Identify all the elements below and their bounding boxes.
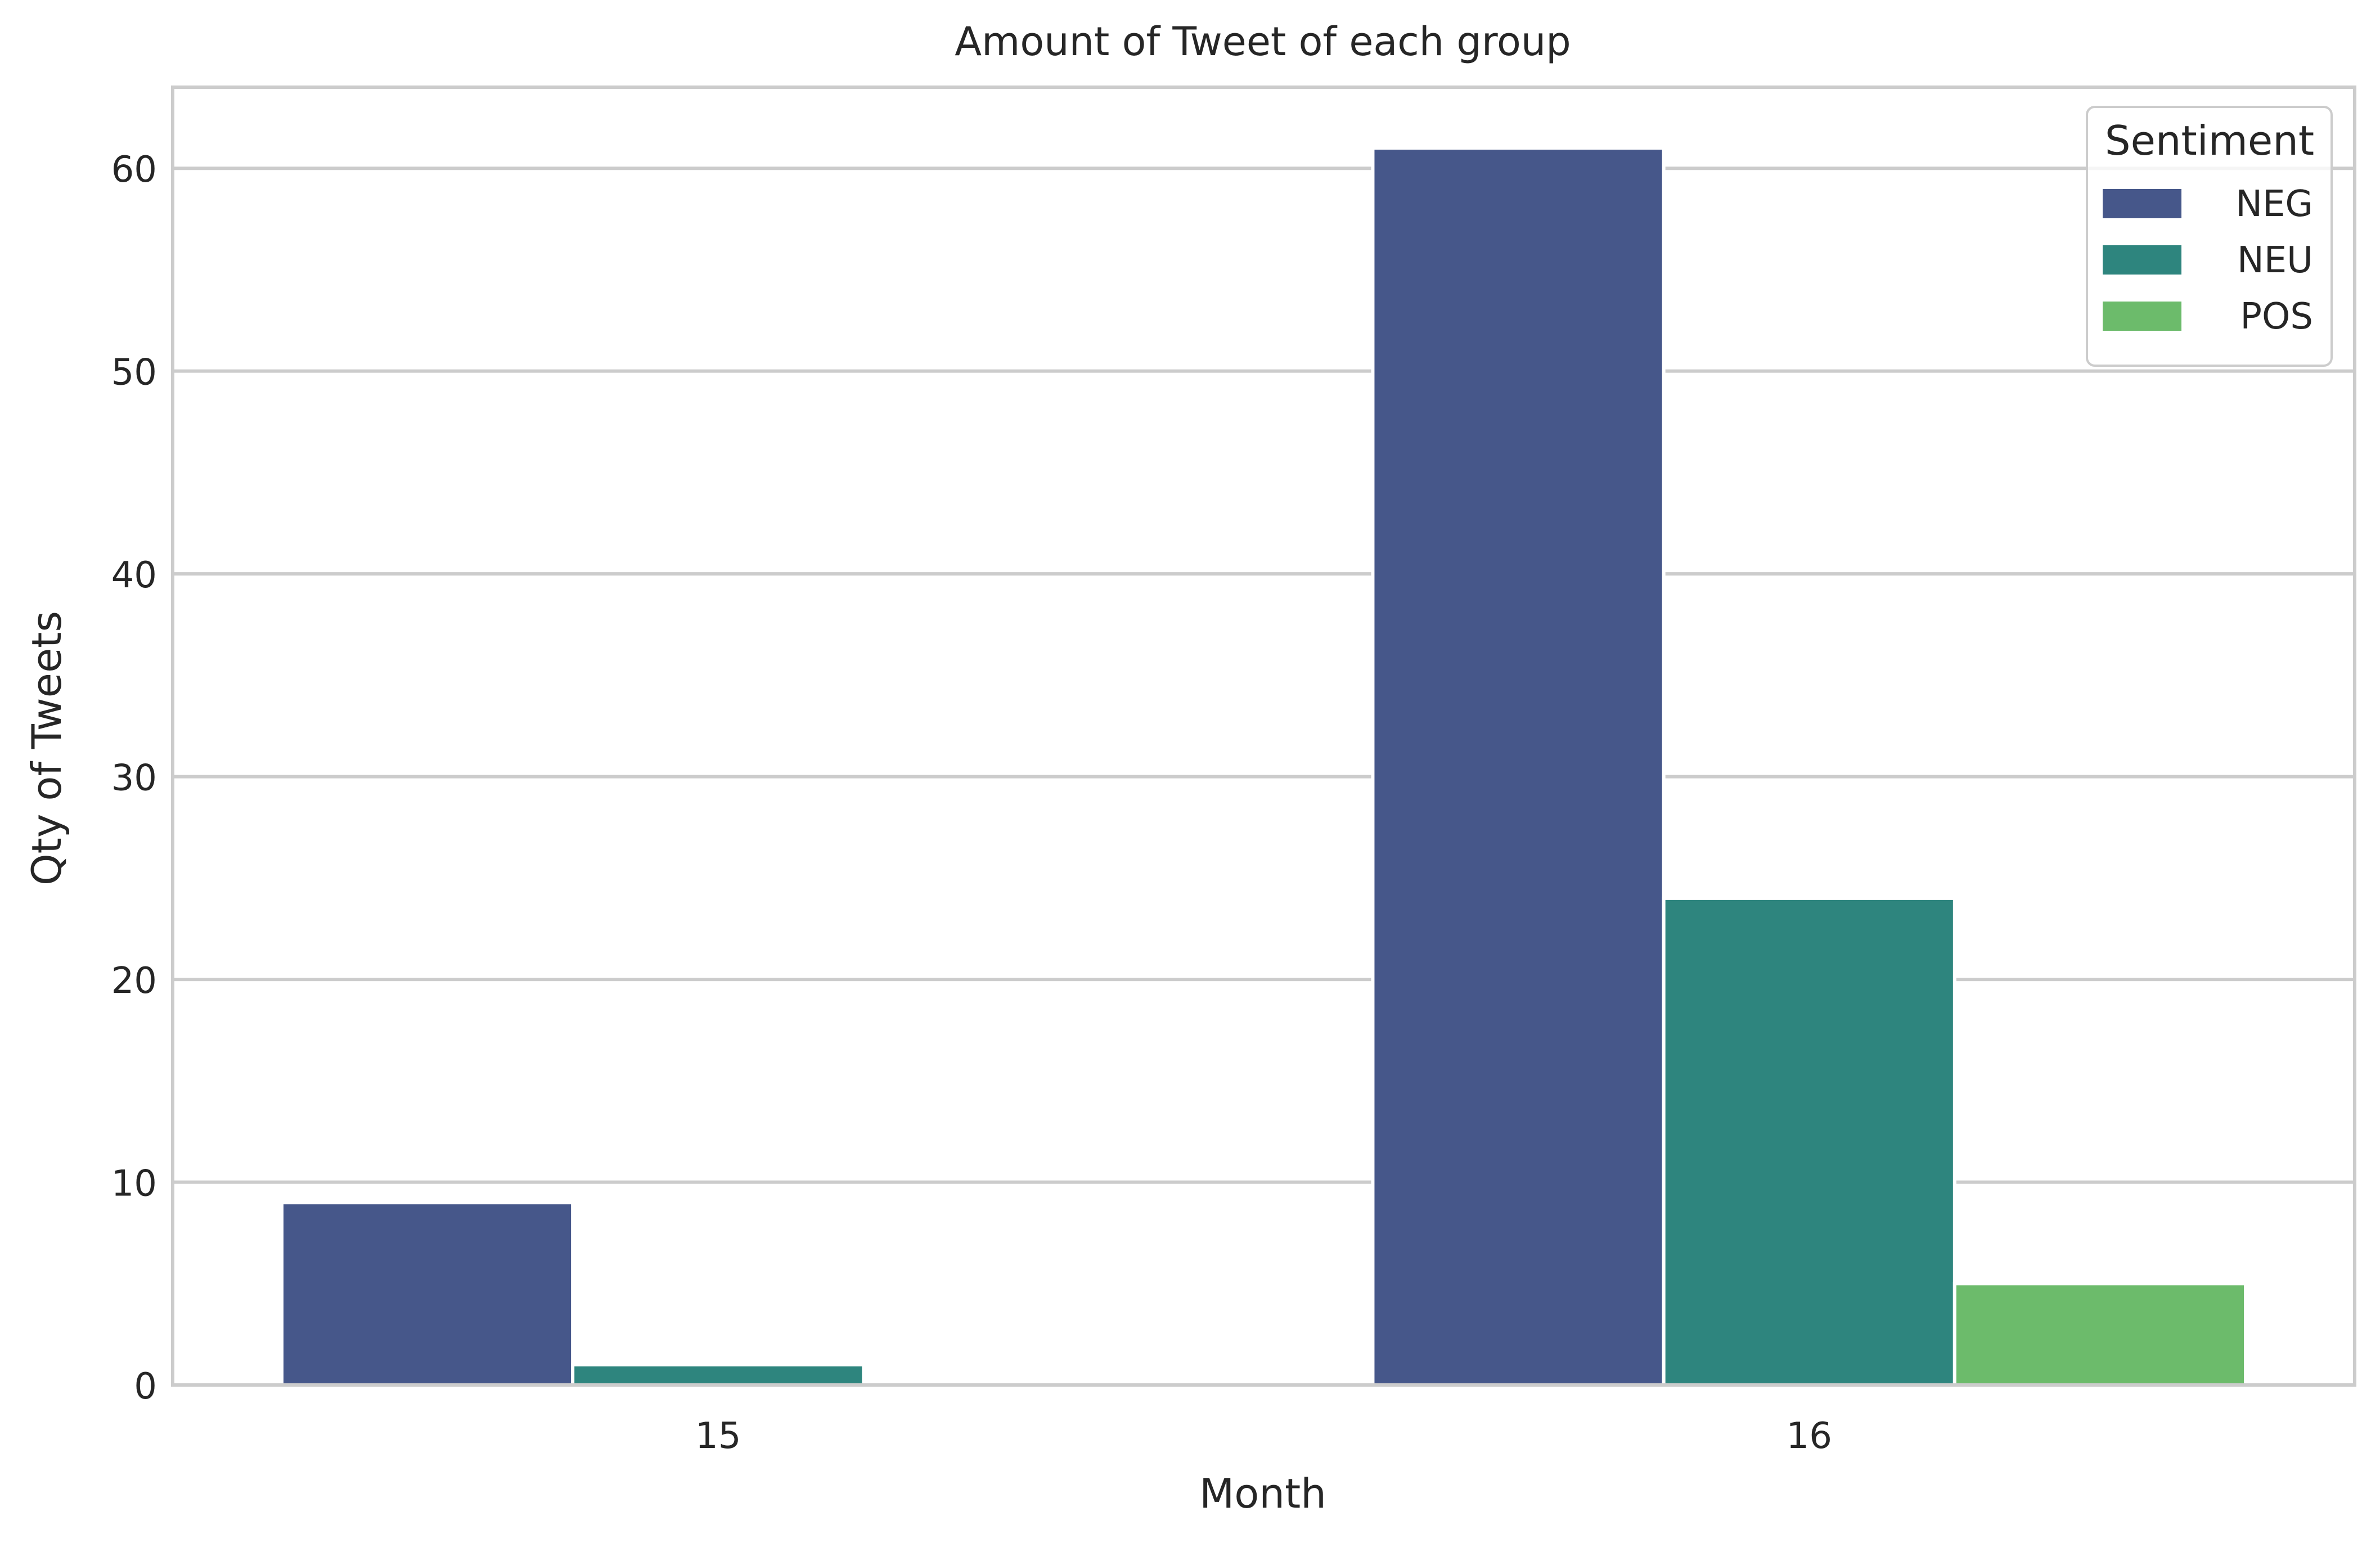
chart-title: Amount of Tweet of each group (955, 19, 1571, 65)
x-tick-label: 15 (695, 1415, 741, 1457)
legend-items: NEG NEU POS (2103, 183, 2313, 338)
legend-box (2086, 106, 2333, 367)
legend-swatch-neu (2103, 245, 2181, 275)
bar-pos-16 (1952, 1281, 2248, 1387)
y-tick-label: 30 (111, 758, 157, 799)
bar-neg-16 (1371, 146, 1666, 1387)
y-tick-label: 50 (111, 352, 157, 394)
y-axis-label: Qty of Tweets (23, 611, 70, 885)
bar-neg-15 (280, 1200, 575, 1387)
y-tick-label: 20 (111, 960, 157, 1002)
x-tick-label: 16 (1787, 1415, 1832, 1457)
legend-title: Sentiment (2105, 117, 2314, 164)
legend-label-pos: POS (2240, 296, 2313, 338)
legend-label-neg: NEG (2235, 183, 2313, 225)
legend-label-neu: NEU (2237, 240, 2313, 281)
y-tick-label: 10 (111, 1163, 157, 1205)
x-axis-label: Month (1199, 1470, 1326, 1517)
y-tick-labels: 0 10 20 30 40 50 60 (111, 149, 157, 1407)
x-tick-labels: 15 16 (695, 1415, 1832, 1457)
y-tick-label: 60 (111, 149, 157, 191)
y-tick-label: 0 (134, 1366, 157, 1407)
bar-neu-15 (571, 1362, 866, 1387)
y-tick-label: 40 (111, 555, 157, 596)
bar-neu-16 (1662, 896, 1956, 1387)
legend-swatch-neg (2103, 189, 2181, 218)
legend-swatch-pos (2103, 302, 2181, 331)
plot-frame (171, 86, 2356, 1387)
legend: Sentiment NEG NEU POS (2086, 106, 2333, 367)
